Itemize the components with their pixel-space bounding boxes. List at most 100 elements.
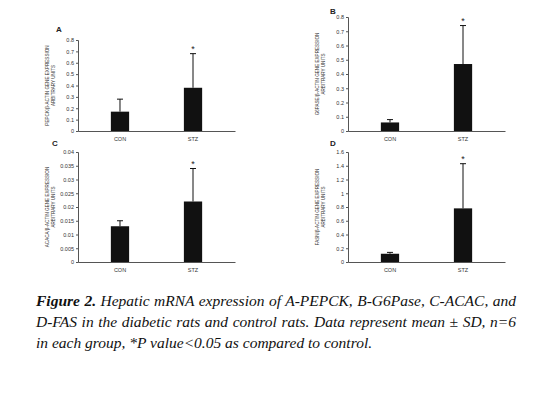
y-axis-line	[76, 153, 79, 263]
y-tick: 1.4	[336, 163, 348, 169]
x-axis: CONSTZ	[349, 262, 506, 273]
caption-label: Figure 2.	[36, 292, 96, 309]
y-tick: 0.2	[66, 106, 78, 112]
error-bar-cap	[387, 252, 393, 253]
y-tick-mark	[346, 166, 348, 167]
caption: Figure 2. Hepatic mRNA expression of A-P…	[36, 290, 516, 353]
y-tick: 0.02	[63, 204, 78, 210]
y-axis-title: FASN/β-ACTIN GENE EXPRESSION	[315, 169, 320, 246]
y-tick-label: 0	[341, 259, 344, 265]
x-axis: CONSTZ	[79, 131, 236, 142]
y-tick-label: 0.025	[60, 191, 74, 197]
error-bar-stem	[193, 169, 194, 202]
y-tick-mark	[76, 221, 78, 222]
bar	[454, 64, 472, 131]
error-bar	[117, 221, 123, 227]
x-tick-label: STZ	[188, 136, 199, 142]
y-axis-title: G6PASE/β-ACTIN GENE EXPRESSION	[315, 33, 320, 116]
y-tick-label: 0.035	[60, 163, 74, 169]
y-tick-label: 0.8	[336, 14, 344, 20]
y-tick-label: 0	[71, 128, 74, 134]
y-tick-label: 0.6	[66, 60, 74, 66]
y-tick: 0.4	[66, 83, 78, 89]
y-tick-mark	[346, 88, 348, 89]
x-tick-label: CON	[384, 136, 396, 142]
y-tick-mark	[76, 180, 78, 181]
panel: B00.10.20.30.40.50.60.70.8CONSTZG6PASE/β…	[315, 7, 506, 142]
y-tick: 0.8	[336, 204, 348, 210]
y-tick-label: 0.8	[336, 204, 344, 210]
x-axis-line	[349, 262, 506, 263]
y-tick-mark	[76, 262, 78, 263]
x-tick-label: CON	[114, 267, 126, 273]
y-tick: 0.035	[60, 163, 78, 169]
y-tick-mark	[76, 166, 78, 167]
y-tick-mark	[76, 97, 78, 98]
x-axis: CONSTZ	[349, 131, 506, 142]
significance-mark: *	[461, 154, 465, 164]
y-tick: 0.4	[336, 71, 348, 77]
error-bar-stem	[119, 99, 120, 112]
y-tick-label: 1.2	[336, 177, 344, 183]
y-tick-mark	[76, 63, 78, 64]
bar	[184, 202, 202, 263]
x-axis-line	[79, 131, 236, 132]
y-tick-mark	[346, 180, 348, 181]
y-tick-mark	[76, 51, 78, 52]
y-axis-line	[76, 41, 79, 132]
y-tick: 0.3	[336, 86, 348, 92]
error-bar-stem	[119, 221, 120, 227]
x-tick: STZ	[458, 262, 469, 273]
panel-letter: D	[330, 139, 336, 148]
y-tick: 0.005	[60, 246, 78, 252]
y-tick-mark	[346, 207, 348, 208]
significance-mark: *	[191, 159, 195, 169]
y-axis-title: ARBITRARY UNITS	[321, 53, 326, 94]
y-tick: 0.6	[336, 43, 348, 49]
y-tick-mark	[346, 60, 348, 61]
error-bar	[190, 169, 196, 202]
caption-text: Hepatic mRNA expression of A-PEPCK, B-G6…	[36, 292, 516, 351]
y-axis-title: ARBITRARY UNITS	[321, 186, 326, 227]
y-tick: 0	[341, 128, 348, 134]
y-tick: 0.3	[66, 94, 78, 100]
error-bar	[117, 99, 123, 112]
figure: A00.10.20.30.40.50.60.70.8CONSTZPEPCK/β-…	[0, 0, 550, 290]
y-tick: 0	[71, 259, 78, 265]
error-bar	[460, 26, 466, 64]
bar	[381, 254, 399, 262]
x-tick-label: STZ	[458, 267, 469, 273]
y-axis-title: ARBITRARY UNITS	[51, 65, 56, 106]
plot-area	[111, 54, 202, 131]
y-tick: 1.2	[336, 177, 348, 183]
y-tick-label: 0.005	[60, 246, 74, 252]
panel: C00.0050.010.0150.020.0250.030.0350.04CO…	[45, 139, 236, 273]
y-tick-label: 0.04	[63, 149, 74, 155]
y-tick-label: 0.1	[66, 117, 74, 123]
plot-area	[381, 164, 472, 262]
y-tick-mark	[346, 17, 348, 18]
y-tick-mark	[76, 193, 78, 194]
y-tick: 0.03	[63, 177, 78, 183]
y-tick: 1	[341, 191, 348, 197]
y-tick-label: 0.4	[66, 83, 74, 89]
y-tick-label: 0.4	[336, 232, 344, 238]
y-tick-mark	[346, 131, 348, 132]
error-bar-stem	[463, 26, 464, 64]
y-tick-mark	[346, 103, 348, 104]
y-tick-label: 0.01	[63, 232, 74, 238]
y-tick-mark	[346, 46, 348, 47]
y-tick-label: 0.6	[336, 43, 344, 49]
y-tick-mark	[346, 117, 348, 118]
panel: A00.10.20.30.40.50.60.70.8CONSTZPEPCK/β-…	[45, 25, 236, 142]
y-tick-label: 0.8	[66, 37, 74, 43]
y-tick-mark	[76, 152, 78, 153]
y-tick-mark	[76, 120, 78, 121]
y-tick: 0.6	[336, 218, 348, 224]
y-tick-mark	[346, 262, 348, 263]
x-axis-line	[349, 131, 506, 132]
y-axis: 00.20.40.60.811.21.41.6	[336, 149, 348, 265]
bar	[184, 88, 202, 131]
y-tick: 0.015	[60, 218, 78, 224]
y-tick: 0.4	[336, 232, 348, 238]
